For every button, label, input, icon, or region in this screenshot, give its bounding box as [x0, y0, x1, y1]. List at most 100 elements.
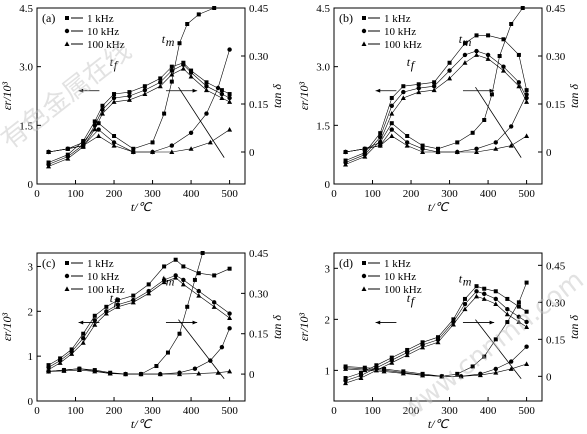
data-point: [162, 111, 167, 116]
panel-label: (b): [339, 11, 353, 25]
y2-tick-label: 0: [249, 147, 255, 159]
plot-frame: [333, 7, 543, 185]
chart-panel: 0 100 200 300 400 500 0 1 2 3 0 0.15 0.30 0.45 t/℃ εr/1…: [0, 248, 284, 431]
data-point: [482, 354, 487, 359]
x-tick-label: 100: [364, 405, 381, 417]
data-point: [462, 301, 468, 307]
data-point: [420, 149, 426, 154]
data-point: [111, 143, 117, 148]
data-point: [131, 146, 136, 151]
data-point: [204, 80, 209, 85]
tf-annotation: t: [110, 291, 114, 305]
y-tick-label: 0: [28, 396, 34, 408]
legend-marker: [64, 28, 70, 34]
data-point: [142, 91, 148, 97]
data-point: [146, 282, 151, 287]
data-point: [462, 60, 468, 65]
tf-annotation: t: [110, 55, 114, 69]
data-point: [196, 370, 202, 376]
data-point: [524, 344, 529, 349]
data-point: [435, 339, 441, 345]
y-tick-label: 1.5: [316, 120, 330, 132]
data-point: [219, 88, 224, 93]
x-tick-label: 500: [518, 188, 535, 200]
y2-tick-label: 0: [546, 371, 552, 383]
data-point: [420, 146, 425, 151]
tf-annotation: t: [407, 55, 411, 69]
data-point: [96, 133, 102, 138]
data-point: [181, 277, 186, 283]
plot-frame: [36, 7, 246, 185]
data-point: [497, 54, 502, 58]
x-tick-label: 300: [441, 405, 458, 417]
data-point: [227, 311, 232, 316]
data-point: [343, 149, 349, 154]
data-point: [169, 149, 175, 154]
data-point: [169, 143, 175, 148]
legend-entry: 1 kHz: [87, 13, 114, 25]
y2-tick-label: 0.15: [249, 329, 269, 341]
x-tick-label: 200: [106, 188, 123, 200]
data-point: [516, 80, 522, 85]
data-point: [130, 299, 136, 305]
data-point: [177, 41, 182, 46]
y-axis-label: εr/10³: [0, 81, 14, 110]
data-point: [173, 275, 179, 280]
legend-entry: 100 kHz: [384, 39, 422, 51]
data-point: [131, 293, 136, 298]
left-axis-arrow-head: [78, 320, 84, 325]
data-point: [227, 47, 232, 52]
data-point: [389, 127, 394, 132]
data-point: [524, 309, 529, 314]
data-point: [524, 99, 530, 104]
data-point: [227, 315, 233, 321]
x-tick-label: 0: [34, 188, 40, 200]
data-point: [180, 66, 186, 71]
data-point: [169, 68, 175, 73]
data-point: [404, 140, 410, 145]
pointer-line: [475, 86, 522, 158]
data-point: [188, 146, 194, 151]
data-point: [516, 300, 521, 305]
legend-marker: [65, 16, 69, 20]
data-point: [227, 266, 232, 271]
data-point: [420, 340, 425, 345]
panel-label: (a): [42, 11, 55, 25]
y-tick-label: 0: [325, 179, 331, 191]
tm-subscript: m: [166, 35, 175, 49]
data-point: [493, 140, 498, 145]
y2-tick-label: 0.45: [546, 260, 566, 272]
data-point: [493, 370, 499, 375]
data-point: [374, 363, 379, 368]
data-point: [474, 289, 479, 294]
data-point: [416, 82, 421, 87]
data-point: [92, 313, 97, 318]
legend-entry: 10 kHz: [87, 26, 119, 38]
left-axis-arrow-head: [78, 88, 84, 93]
chart-panel: 0 100 200 300 400 500 0 1.5 3.0 4.5 0 0.15 0.30 0.45 t…: [297, 3, 581, 214]
x-axis-label: t/℃: [428, 200, 450, 214]
data-point: [196, 271, 201, 276]
panel-label: (c): [42, 256, 55, 270]
data-point: [80, 340, 86, 345]
legend-marker: [362, 261, 366, 265]
data-point: [405, 134, 410, 138]
y-tick-label: 1.5: [19, 120, 33, 132]
plot-frame: [333, 252, 543, 402]
y2-tick-label: 0.30: [546, 297, 566, 309]
data-point: [61, 368, 67, 373]
data-point: [188, 130, 194, 135]
tf-subscript: f: [411, 294, 416, 308]
data-point: [516, 52, 521, 57]
data-point: [524, 319, 529, 325]
series-line: [345, 35, 527, 161]
y2-tick-label: 0.15: [546, 99, 566, 111]
x-tick-label: 200: [403, 405, 420, 417]
y-tick-label: 1: [325, 365, 331, 377]
tf-subscript: f: [411, 58, 416, 72]
data-point: [185, 22, 190, 26]
data-point: [474, 149, 480, 154]
data-point: [482, 286, 487, 291]
data-point: [188, 73, 194, 79]
series-line: [48, 369, 230, 375]
